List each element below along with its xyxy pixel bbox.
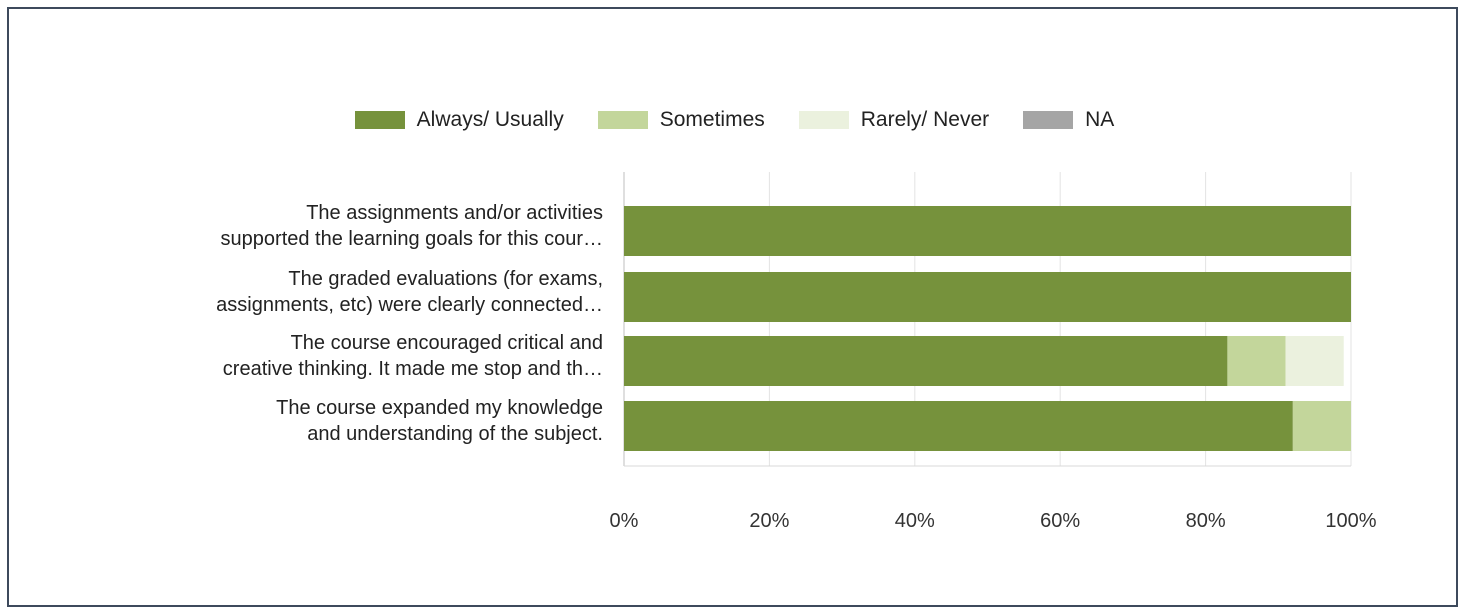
- legend-swatch: [597, 111, 648, 129]
- legend-swatch: [354, 111, 405, 129]
- category-label: assignments, etc) were clearly connected…: [216, 294, 603, 316]
- category-label: creative thinking. It made me stop and t…: [223, 358, 603, 380]
- legend-label: Always/ Usually: [416, 108, 564, 131]
- bar-segment: [1285, 336, 1344, 386]
- legend-label: NA: [1085, 108, 1115, 131]
- chart-legend: Always/ Usually Sometimes Rarely/ Never NA: [9, 105, 1460, 135]
- bar-segment: [624, 336, 1228, 386]
- x-tick-label: 40%: [895, 510, 935, 532]
- legend-item: Rarely/ Never: [798, 108, 990, 132]
- legend-item: NA: [1023, 108, 1114, 132]
- legend-swatch: [1023, 111, 1074, 129]
- legend-swatch: [798, 111, 849, 129]
- x-tick-label: 20%: [749, 510, 789, 532]
- x-tick-label: 80%: [1186, 510, 1226, 532]
- bar-segment: [624, 272, 1351, 322]
- legend-label: Rarely/ Never: [860, 108, 990, 131]
- legend-item: Always/ Usually: [354, 108, 564, 132]
- category-label: The assignments and/or activities: [306, 202, 603, 224]
- x-tick-label: 100%: [1325, 510, 1376, 532]
- category-label: The course expanded my knowledge: [276, 397, 603, 419]
- bar-segment: [1227, 336, 1286, 386]
- bar-segment: [624, 206, 1351, 256]
- legend-item: Sometimes: [597, 108, 765, 132]
- category-label: The graded evaluations (for exams,: [288, 268, 603, 290]
- bar-segment: [624, 401, 1293, 451]
- bar-segment: [1292, 401, 1351, 451]
- legend-label: Sometimes: [659, 108, 765, 131]
- chart-plot-area: 0% 20% 40% 60% 80% 100% The assignments and/or…: [216, 172, 1377, 532]
- x-tick-label: 0%: [610, 510, 639, 532]
- category-label: The course encouraged critical and: [291, 332, 603, 354]
- x-tick-label: 60%: [1040, 510, 1080, 532]
- category-label: and understanding of the subject.: [307, 423, 603, 445]
- category-label: supported the learning goals for this co…: [221, 228, 603, 250]
